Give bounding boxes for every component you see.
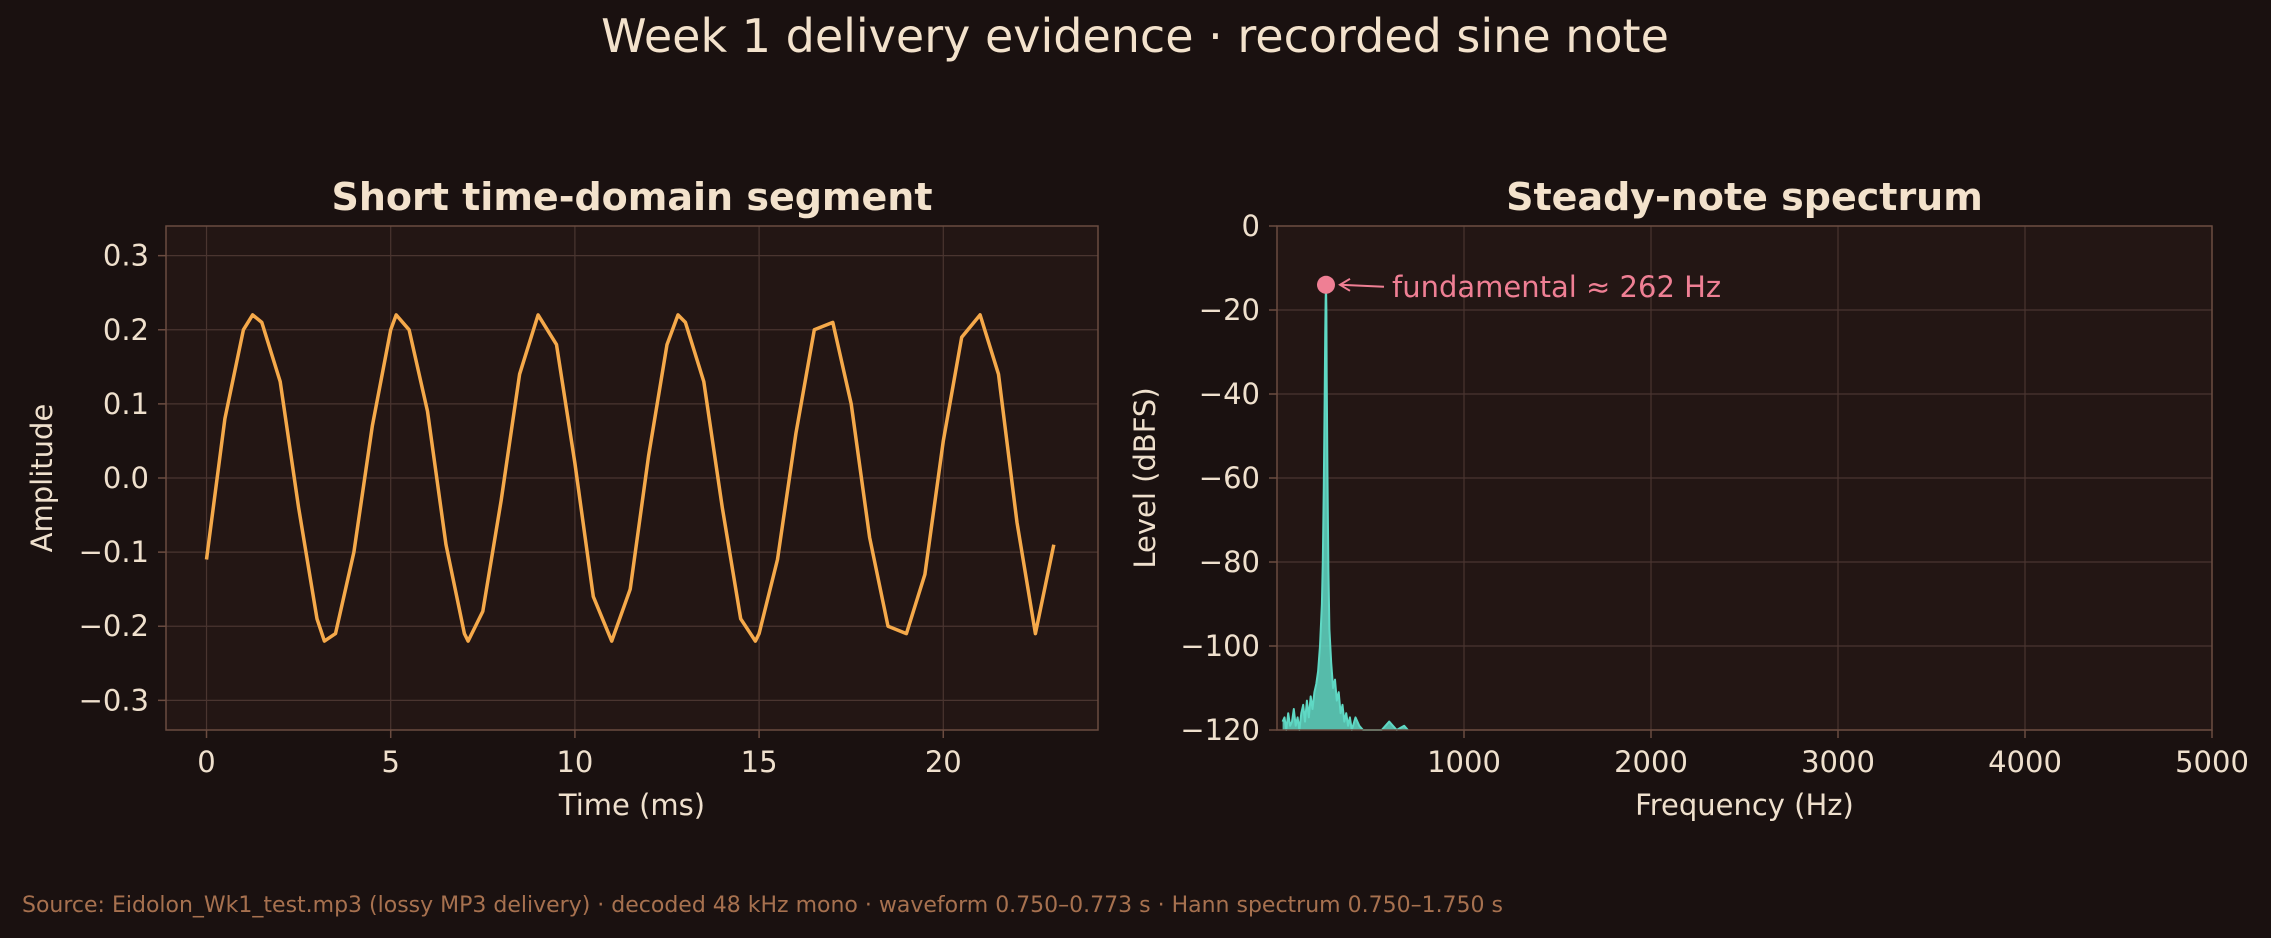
annotation-arrowhead: [1338, 277, 1351, 292]
x-tick-label: 1000: [1427, 745, 1501, 779]
x-tick-label: 3000: [1801, 745, 1875, 779]
waveform-title: Short time-domain segment: [331, 175, 932, 219]
y-tick-label: 0: [1242, 209, 1260, 243]
x-tick-label: 10: [556, 745, 593, 779]
waveform-panel: 0 5 10 15 20 −0.3 −0.2 −0.1 0.0 0.1 0.2 0.3 Short t…: [25, 175, 1099, 822]
y-tick-label: −0.2: [79, 609, 149, 643]
waveform-x-axis-label: Time (ms): [558, 788, 705, 822]
y-tick-label: 0.0: [103, 461, 149, 495]
y-tick-label: −0.1: [79, 535, 149, 569]
x-tick-label: 15: [741, 745, 778, 779]
annotation-arrow: [1339, 283, 1385, 288]
waveform-line: [204, 313, 1056, 643]
y-tick-label: −120: [1180, 713, 1260, 747]
spectrum-y-axis-label: Level (dBFS): [1128, 387, 1162, 568]
spectrum-title: Steady-note spectrum: [1506, 175, 1983, 219]
waveform-grid: [166, 226, 1098, 730]
y-tick-label: 0.1: [103, 387, 149, 421]
y-tick-label: −60: [1199, 461, 1260, 495]
fundamental-annotation: fundamental ≈ 262 Hz: [1392, 270, 1721, 304]
x-tick-label: 0: [197, 745, 215, 779]
source-footnote: Source: Eidolon_Wk1_test.mp3 (lossy MP3 …: [22, 893, 1503, 918]
spectrum-x-axis-label: Frequency (Hz): [1635, 788, 1854, 822]
spectrum-ticks: 1000 2000 3000 4000 5000 0 −20 −40 −60 −80 −100 −12…: [1180, 209, 2249, 779]
waveform-y-axis-label: Amplitude: [25, 404, 59, 553]
spectrum-line: [1281, 283, 1409, 731]
x-tick-label: 20: [925, 745, 962, 779]
y-tick-label: −100: [1180, 629, 1260, 663]
spectrum-panel: 1000 2000 3000 4000 5000 0 −20 −40 −60 −80 −100 −12…: [1128, 175, 2249, 822]
x-tick-label: 5000: [2175, 745, 2249, 779]
y-tick-label: −0.3: [79, 683, 149, 717]
fundamental-peak-marker: [1316, 275, 1335, 294]
x-tick-label: 4000: [1988, 745, 2062, 779]
figure-title: Week 1 delivery evidence · recorded sine…: [601, 9, 1669, 63]
x-tick-label: 2000: [1614, 745, 1688, 779]
waveform-ticks: 0 5 10 15 20 −0.3 −0.2 −0.1 0.0 0.1 0.2 0.3: [79, 239, 962, 779]
y-tick-label: −20: [1199, 293, 1260, 327]
y-tick-label: 0.3: [103, 239, 149, 273]
y-tick-label: −40: [1199, 377, 1260, 411]
x-tick-label: 5: [381, 745, 399, 779]
y-tick-label: −80: [1199, 545, 1260, 579]
y-tick-label: 0.2: [103, 313, 149, 347]
